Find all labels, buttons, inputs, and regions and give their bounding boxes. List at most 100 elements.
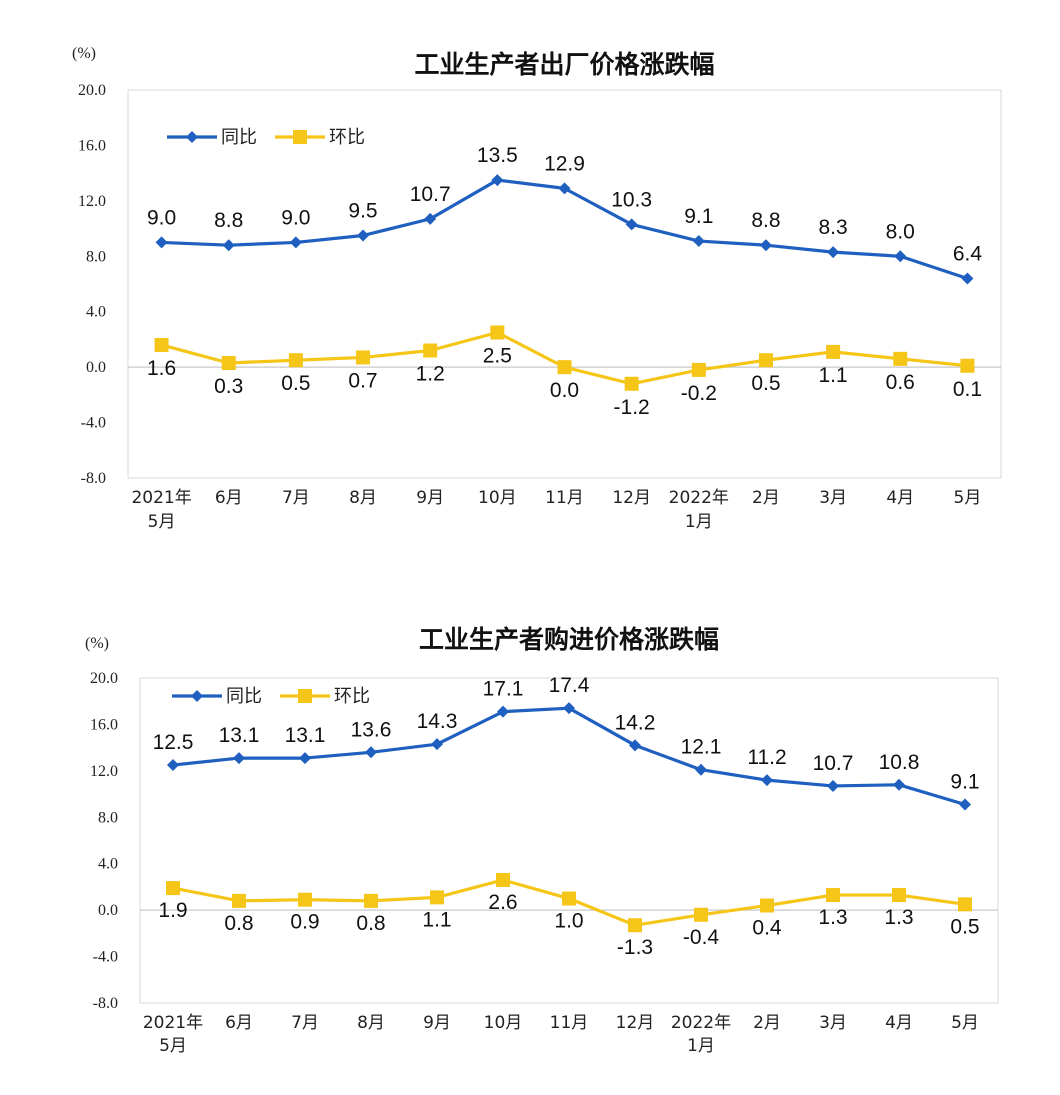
data-label: 1.0 bbox=[554, 910, 583, 933]
data-label: 0.4 bbox=[752, 917, 782, 940]
data-point-mom bbox=[691, 362, 706, 377]
data-point-mom bbox=[232, 893, 246, 908]
legend-label: 同比 bbox=[221, 127, 257, 148]
data-point-yoy bbox=[563, 702, 575, 715]
chart-title: 工业生产者购进价格涨跌幅 bbox=[419, 625, 719, 654]
y-unit-label: (%) bbox=[85, 635, 109, 652]
y-tick-label: 12.0 bbox=[90, 763, 118, 780]
data-point-mom bbox=[154, 337, 169, 352]
data-point-mom bbox=[960, 358, 975, 373]
x-tick-label: 5月 bbox=[159, 1036, 187, 1056]
data-point-yoy bbox=[424, 212, 437, 225]
x-tick-label: 1月 bbox=[687, 1036, 715, 1056]
data-point-yoy bbox=[357, 229, 370, 242]
data-label: 1.1 bbox=[422, 908, 451, 931]
data-point-mom bbox=[694, 907, 708, 922]
data-label: 10.7 bbox=[410, 183, 451, 206]
y-tick-label: 8.0 bbox=[98, 809, 118, 826]
x-tick-label: 3月 bbox=[819, 1013, 847, 1033]
chart-ppi-purchase-svg: 工业生产者购进价格涨跌幅 (%) 20.0 16.0 12.0 8.0 4.0 0.0 -4.0… bbox=[85, 625, 999, 1056]
data-label: -0.2 bbox=[681, 382, 717, 405]
data-label: 0.1 bbox=[953, 378, 982, 401]
data-label: 13.1 bbox=[285, 724, 326, 747]
x-tick-label: 6月 bbox=[225, 1013, 253, 1033]
y-unit-label: (%) bbox=[72, 45, 96, 62]
y-tick-label: 4.0 bbox=[86, 304, 106, 321]
data-point-mom bbox=[364, 893, 378, 908]
data-label: 12.5 bbox=[153, 731, 194, 754]
data-point-yoy bbox=[827, 246, 840, 259]
x-tick-label: 12月 bbox=[616, 1013, 655, 1033]
x-tick-label: 2022年 bbox=[671, 1013, 731, 1033]
legend-diamond-icon bbox=[186, 131, 198, 143]
data-label: 10.3 bbox=[611, 188, 652, 211]
data-label: 9.5 bbox=[348, 200, 377, 223]
y-tick-label: 4.0 bbox=[98, 856, 118, 873]
data-point-yoy bbox=[894, 250, 907, 263]
data-label: 9.0 bbox=[147, 206, 176, 229]
chart-ppi-purchase: 工业生产者购进价格涨跌幅 (%) 20.0 16.0 12.0 8.0 4.0 0.0 -4.0… bbox=[0, 600, 1060, 1090]
data-label: -0.4 bbox=[683, 926, 720, 949]
data-point-mom bbox=[628, 918, 642, 933]
chart-title: 工业生产者出厂价格涨跌幅 bbox=[414, 50, 714, 79]
data-label: 0.5 bbox=[950, 915, 979, 938]
x-tick-label: 8月 bbox=[357, 1013, 385, 1033]
data-point-mom bbox=[826, 344, 841, 359]
data-label: 0.8 bbox=[356, 912, 385, 935]
data-label: 1.9 bbox=[158, 899, 187, 922]
plot-area bbox=[127, 89, 1002, 479]
data-point-mom bbox=[892, 888, 906, 903]
x-tick-label: 2022年 bbox=[669, 488, 729, 508]
data-label: 2.5 bbox=[483, 345, 512, 368]
data-label: 6.4 bbox=[953, 242, 983, 265]
data-point-yoy bbox=[299, 752, 311, 765]
data-label: 13.5 bbox=[477, 144, 518, 167]
data-point-yoy bbox=[497, 705, 509, 718]
data-point-mom bbox=[557, 360, 572, 375]
data-point-yoy bbox=[959, 798, 971, 811]
data-label: 14.3 bbox=[417, 710, 458, 733]
data-label: 0.5 bbox=[751, 372, 780, 395]
x-tick-label: 5月 bbox=[951, 1013, 979, 1033]
data-point-mom bbox=[562, 891, 576, 906]
data-point-yoy bbox=[759, 239, 772, 252]
data-label: 9.1 bbox=[684, 205, 713, 228]
data-point-mom bbox=[288, 353, 303, 368]
data-label: 8.0 bbox=[886, 220, 915, 243]
data-label: 12.9 bbox=[544, 152, 585, 175]
data-label: 17.4 bbox=[549, 674, 590, 697]
x-tick-label: 8月 bbox=[349, 488, 377, 508]
data-point-yoy bbox=[289, 236, 302, 249]
x-tick-label: 5月 bbox=[148, 512, 176, 532]
data-label: 13.1 bbox=[219, 724, 260, 747]
x-tick-label: 1月 bbox=[685, 512, 713, 532]
data-point-yoy bbox=[155, 236, 168, 249]
data-label: 0.6 bbox=[886, 371, 915, 394]
data-point-yoy bbox=[222, 239, 235, 252]
data-label: 0.5 bbox=[281, 372, 310, 395]
data-label: 2.6 bbox=[488, 891, 517, 914]
legend-square-icon bbox=[293, 130, 307, 144]
y-tick-label: 8.0 bbox=[86, 248, 106, 265]
x-tick-label: 11月 bbox=[550, 1013, 589, 1033]
data-label: 14.2 bbox=[615, 711, 656, 734]
data-label: -1.3 bbox=[617, 936, 653, 959]
data-label: 8.8 bbox=[214, 209, 243, 232]
data-label: 1.2 bbox=[416, 363, 445, 386]
data-point-yoy bbox=[695, 763, 707, 776]
data-point-mom bbox=[166, 881, 180, 896]
x-tick-label: 2月 bbox=[752, 488, 780, 508]
data-point-mom bbox=[221, 355, 236, 370]
data-point-yoy bbox=[233, 752, 245, 765]
plot-area bbox=[139, 677, 999, 1004]
data-label: 10.8 bbox=[879, 751, 920, 774]
data-label: 1.3 bbox=[818, 906, 847, 929]
data-label: 0.0 bbox=[550, 379, 579, 402]
x-tick-label: 12月 bbox=[612, 488, 651, 508]
data-point-yoy bbox=[431, 738, 443, 751]
data-point-yoy bbox=[491, 174, 504, 187]
legend-label: 环比 bbox=[334, 686, 370, 707]
data-point-mom bbox=[423, 343, 438, 358]
legend-diamond-icon bbox=[191, 690, 203, 702]
data-label: 0.3 bbox=[214, 375, 243, 398]
